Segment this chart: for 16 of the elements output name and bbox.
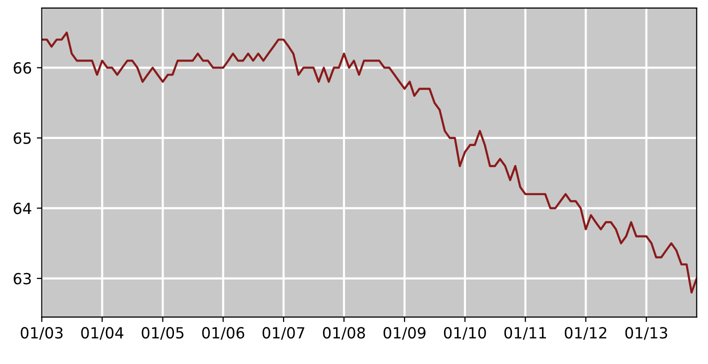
- x-tick-label: 01/10: [444, 327, 486, 340]
- x-tick-label: 01/07: [262, 327, 304, 340]
- y-tick-label: 66: [14, 62, 32, 74]
- y-tick-label: 64: [14, 202, 32, 214]
- x-tick-label: 01/04: [81, 327, 124, 340]
- x-tick-label: 01/11: [504, 327, 546, 340]
- x-tick-label: 01/06: [202, 327, 244, 340]
- y-tick-label: 63: [14, 272, 31, 284]
- x-tick-label: 01/09: [384, 327, 426, 340]
- x-tick-label: 01/08: [322, 327, 365, 340]
- x-tick-label: 01/03: [20, 327, 63, 340]
- x-tick-label: 01/05: [142, 327, 184, 340]
- x-tick-label: 01/12: [564, 327, 606, 340]
- line-series: [42, 32, 697, 294]
- x-tick-label: 01/13: [625, 327, 668, 340]
- y-tick-label: 65: [14, 132, 31, 144]
